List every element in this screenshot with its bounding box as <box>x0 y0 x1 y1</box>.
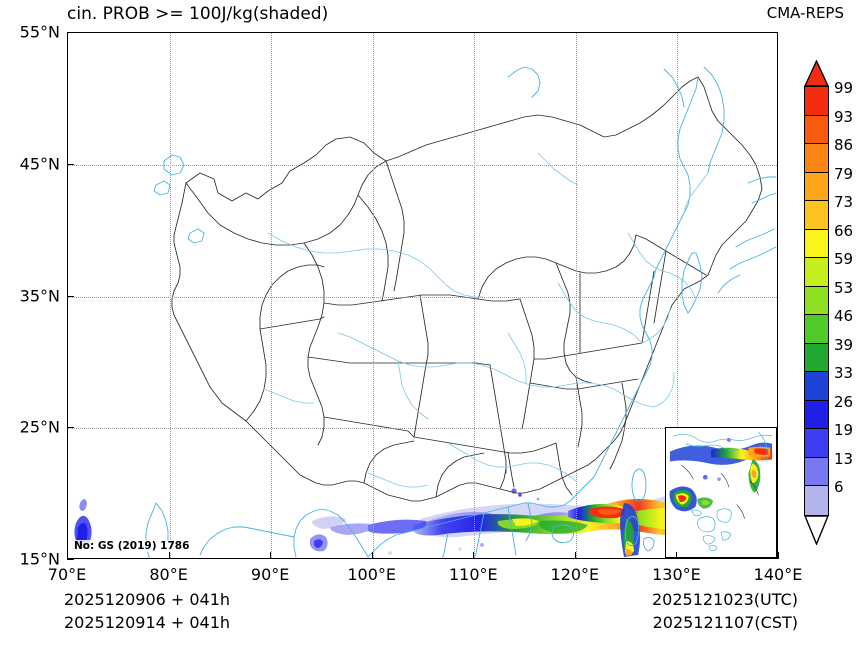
x-axis-tick <box>676 552 678 559</box>
colorbar-segment <box>805 457 828 486</box>
colorbar: 99 93 86 79 73 66 59 53 46 39 33 26 19 13 6 <box>800 58 860 545</box>
map-approval-note: No: GS (2019) 1786 <box>73 540 191 552</box>
y-axis-label: 55°N <box>19 22 60 42</box>
page-title: cin. PROB >= 100J/kg(shaded) <box>67 4 329 24</box>
colorbar-tick-label: 93 <box>834 107 854 126</box>
y-axis-tick <box>67 32 74 33</box>
colorbar-tick-label: 59 <box>834 250 854 268</box>
y-axis-label: 35°N <box>19 286 60 305</box>
colorbar-tick-label: 99 <box>834 79 854 97</box>
gridline-vertical <box>677 33 679 558</box>
x-axis-tick <box>67 552 68 559</box>
x-axis-tick <box>574 552 576 559</box>
footer-valid-time-cst: 2025121107(CST) <box>652 613 798 632</box>
colorbar-tick-label: 26 <box>834 392 854 411</box>
footer-valid-time-utc: 2025121023(UTC) <box>652 590 798 609</box>
colorbar-segments <box>804 86 829 516</box>
x-axis-label: 140°E <box>753 565 803 584</box>
colorbar-segment <box>805 400 828 429</box>
colorbar-tick-label: 6 <box>834 478 844 496</box>
x-axis-label: 100°E <box>347 565 397 584</box>
x-axis-tick <box>371 552 373 559</box>
y-axis-tick <box>67 295 74 297</box>
x-axis-tick <box>168 552 170 559</box>
x-axis-tick <box>270 552 272 559</box>
colorbar-segment <box>805 229 828 258</box>
colorbar-segment <box>805 343 828 372</box>
y-axis-label: 15°N <box>19 549 60 569</box>
x-axis-label: 110°E <box>448 565 498 584</box>
colorbar-tick-label: 73 <box>834 193 854 211</box>
colorbar-tick-label: 79 <box>834 164 854 183</box>
map-vector-layer <box>145 66 777 558</box>
gridline-horizontal <box>68 164 777 166</box>
inset-shading-layer <box>669 437 773 512</box>
colorbar-segment <box>805 315 828 344</box>
colorbar-segment <box>805 144 828 173</box>
colorbar-segment <box>805 286 828 315</box>
colorbar-segment <box>805 429 828 458</box>
gridline-horizontal <box>68 428 777 430</box>
y-axis-label: 45°N <box>19 154 60 174</box>
gridline-vertical <box>169 33 171 558</box>
gridline-vertical <box>271 33 273 558</box>
colorbar-tick-label: 66 <box>834 221 854 240</box>
footer-init-time-utc: 2025120906 + 041h <box>64 590 231 609</box>
colorbar-extend-bottom-arrow <box>804 514 829 545</box>
gridline-vertical <box>575 33 577 558</box>
x-axis-tick <box>778 552 779 559</box>
colorbar-segment <box>805 87 828 116</box>
x-axis-label: 130°E <box>652 565 701 584</box>
colorbar-tick-label: 86 <box>834 136 854 154</box>
colorbar-segment <box>805 115 828 144</box>
colorbar-segment <box>805 372 828 401</box>
colorbar-extend-top-arrow <box>804 60 829 87</box>
south-china-sea-inset <box>665 427 777 558</box>
colorbar-tick-label: 39 <box>834 335 854 354</box>
y-axis-tick <box>67 559 74 560</box>
x-axis-label: 70°E <box>47 565 87 584</box>
colorbar-tick-label: 33 <box>834 364 854 382</box>
colorbar-segment <box>805 486 828 515</box>
colorbar-tick-label: 19 <box>834 421 854 439</box>
inset-map-layer <box>673 431 773 552</box>
y-axis-tick <box>67 427 74 429</box>
gridline-vertical <box>372 33 374 558</box>
colorbar-segment <box>805 201 828 230</box>
y-axis-label: 25°N <box>19 417 60 437</box>
model-label: CMA-REPS <box>766 4 844 22</box>
colorbar-segment <box>805 172 828 201</box>
colorbar-tick-label: 46 <box>834 307 854 325</box>
colorbar-tick-label: 53 <box>834 278 854 297</box>
x-axis-label: 80°E <box>149 565 188 584</box>
x-axis-label: 120°E <box>550 565 600 584</box>
footer-init-time-cst: 2025120914 + 041h <box>64 613 231 632</box>
gridline-vertical <box>474 33 476 558</box>
x-axis-tick <box>473 552 475 559</box>
gridline-horizontal <box>68 296 777 298</box>
colorbar-segment <box>805 258 828 287</box>
y-axis-tick <box>67 163 74 165</box>
x-axis-label: 90°E <box>250 565 290 584</box>
colorbar-tick-label: 13 <box>834 449 854 468</box>
map-plot-area: No: GS (2019) 1786 <box>67 32 778 559</box>
